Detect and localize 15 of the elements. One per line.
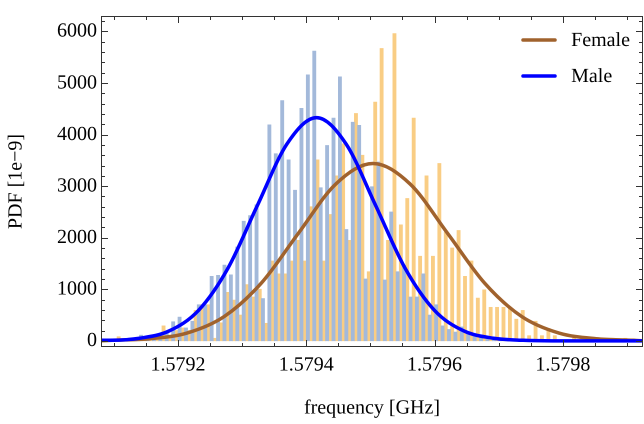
x-tick-label: 1.5798	[535, 353, 590, 376]
y-axis-title: PDF [1e−9]	[4, 134, 26, 230]
y-tick-label: 2000	[57, 226, 97, 248]
legend-label: Male	[571, 64, 612, 88]
y-tick-label: 5000	[57, 71, 97, 94]
y-tick-label: 6000	[57, 20, 97, 42]
y-tick-label: 0	[87, 329, 97, 352]
x-tick-label: 1.5794	[278, 353, 334, 376]
y-tick-label: 3000	[57, 174, 97, 196]
x-tick-label: 1.5792	[150, 353, 206, 376]
x-tick-label: 1.5796	[407, 353, 462, 376]
y-tick-label: 4000	[57, 122, 97, 145]
x-axis-title: frequency [GHz]	[304, 396, 440, 418]
y-tick-label: 1000	[57, 278, 97, 300]
legend-label: Female	[571, 28, 630, 52]
